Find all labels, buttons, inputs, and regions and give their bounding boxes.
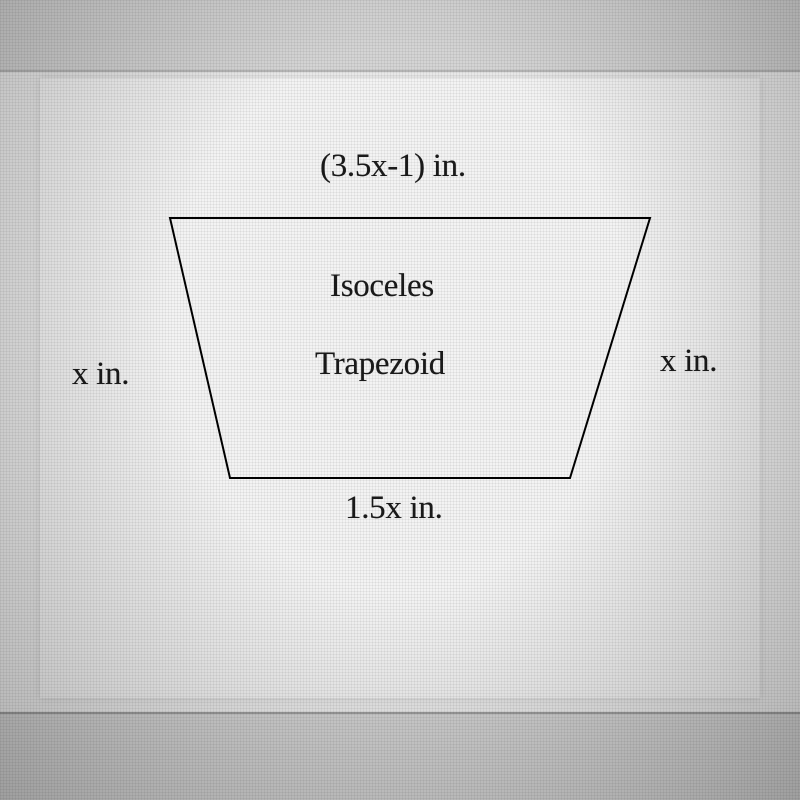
top-side-label: (3.5x-1) in. [320,148,466,185]
inner-label-line1: Isoceles [330,268,434,305]
inner-label-line2: Trapezoid [315,346,445,383]
document-page: (3.5x-1) in. x in. x in. 1.5x in. Isocel… [0,70,800,714]
right-side-label: x in. [660,343,717,380]
figure-canvas: (3.5x-1) in. x in. x in. 1.5x in. Isocel… [40,78,760,698]
left-side-label: x in. [72,356,129,393]
bottom-side-label: 1.5x in. [345,490,443,527]
